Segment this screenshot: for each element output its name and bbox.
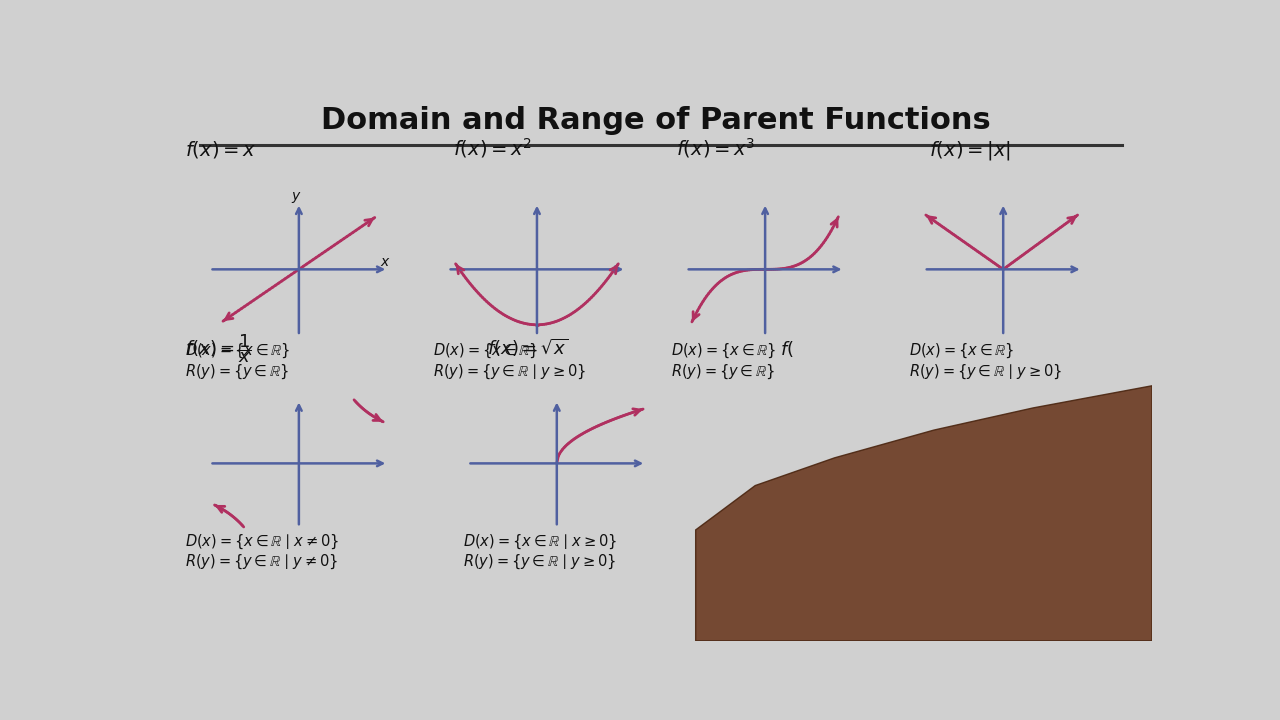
Text: $f(x) = \dfrac{1}{x}$: $f(x) = \dfrac{1}{x}$: [184, 333, 251, 365]
Text: $R(y) = \{y \in \mathbb{R} \mid y \geq 0\}$: $R(y) = \{y \in \mathbb{R} \mid y \geq 0…: [462, 553, 616, 571]
Text: $f(x) = x^3$: $f(x) = x^3$: [676, 137, 755, 161]
Text: $f(x) = |x|$: $f(x) = |x|$: [929, 139, 1011, 162]
Text: $f(x) = \sqrt{x}$: $f(x) = \sqrt{x}$: [488, 337, 570, 359]
Text: $D(x) = \{x \in \mathbb{R}\}$: $D(x) = \{x \in \mathbb{R}\}$: [909, 342, 1014, 361]
Text: $f(x) = x^2$: $f(x) = x^2$: [453, 137, 532, 161]
Text: $D(x) = \{x \in \mathbb{R}\}$: $D(x) = \{x \in \mathbb{R}\}$: [433, 342, 538, 361]
Text: $D(x) = \{x \in \mathbb{R}\}$: $D(x) = \{x \in \mathbb{R}\}$: [184, 342, 291, 361]
Text: $R(y) = \{y \in \mathbb{R} \mid y \neq 0\}$: $R(y) = \{y \in \mathbb{R} \mid y \neq 0…: [184, 553, 338, 571]
Polygon shape: [696, 386, 1152, 641]
Text: x: x: [380, 255, 388, 269]
Text: $f(x) = x$: $f(x) = x$: [184, 139, 256, 160]
Text: $R(y) = \{y \in \mathbb{R} \mid y \geq 0\}$: $R(y) = \{y \in \mathbb{R} \mid y \geq 0…: [433, 363, 586, 381]
Text: y: y: [291, 189, 300, 203]
Text: $D(x) = \{x \in \mathbb{R} \mid x \geq 0\}$: $D(x) = \{x \in \mathbb{R} \mid x \geq 0…: [462, 532, 617, 551]
Text: $D(x) = \{x \in \mathbb{R} \mid x \neq 0\}$: $D(x) = \{x \in \mathbb{R} \mid x \neq 0…: [184, 532, 339, 551]
Text: $R(y) = \{y \in \mathbb{R}\}$: $R(y) = \{y \in \mathbb{R}\}$: [671, 363, 776, 381]
Text: $D(x) = \{x \in \mathbb{R}\}$: $D(x) = \{x \in \mathbb{R}\}$: [671, 342, 776, 361]
Text: Domain and Range of Parent Functions: Domain and Range of Parent Functions: [321, 106, 991, 135]
Text: $R(y) = \{y \in \mathbb{R} \mid y \geq 0\}$: $R(y) = \{y \in \mathbb{R} \mid y \geq 0…: [909, 363, 1062, 381]
Text: $R(y) = \{y \in \mathbb{R}\}$: $R(y) = \{y \in \mathbb{R}\}$: [184, 363, 289, 381]
Text: $f($: $f($: [780, 339, 794, 359]
